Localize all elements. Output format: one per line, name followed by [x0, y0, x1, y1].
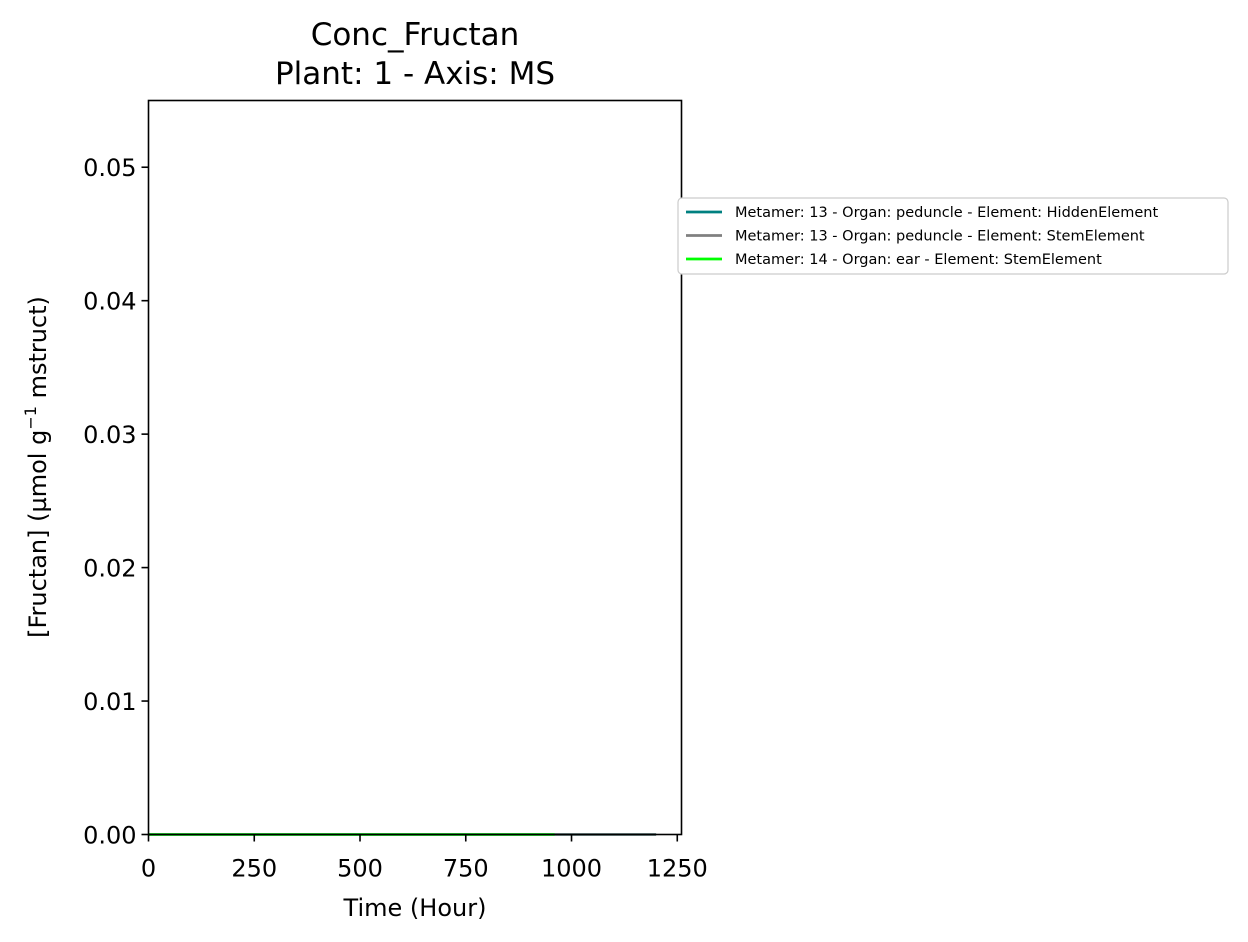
- x-tick-label: 0: [141, 855, 156, 883]
- chart-title: Conc_Fructan: [311, 17, 520, 53]
- legend-items: Metamer: 13 - Organ: peduncle - Element:…: [686, 205, 1158, 268]
- y-tick-label: 0.02: [83, 555, 136, 583]
- x-tick-label: 750: [443, 855, 489, 883]
- x-tick-label: 1000: [541, 855, 602, 883]
- chart-subtitle: Plant: 1 - Axis: MS: [275, 56, 555, 92]
- y-tick-label: 0.00: [83, 822, 136, 850]
- plot-frame: [147, 99, 683, 836]
- y-tick-label: 0.05: [83, 154, 136, 182]
- y-axis-label-main: [Fructan] (µmol g: [24, 430, 52, 638]
- y-tick-label: 0.03: [83, 421, 136, 449]
- legend: Metamer: 13 - Organ: peduncle - Element:…: [677, 197, 1229, 275]
- x-axis-ticks: 0 250 500 750 1000 1250: [141, 834, 708, 883]
- y-tick-label: 0.04: [83, 288, 136, 316]
- legend-box: [677, 197, 1229, 275]
- y-axis-label-suffix: mstruct): [24, 296, 52, 406]
- y-axis-label: [Fructan] (µmol g−1 mstruct): [21, 296, 52, 638]
- y-axis-label-superscript: −1: [21, 406, 40, 430]
- y-axis-ticks: 0.00 0.01 0.02 0.03 0.04 0.05: [83, 154, 149, 850]
- x-tick-label: 250: [231, 855, 277, 883]
- y-tick-label: 0.01: [83, 688, 136, 716]
- legend-label-2: Metamer: 13 - Organ: peduncle - Element:…: [735, 229, 1145, 245]
- x-axis-label: Time (Hour): [343, 894, 487, 922]
- legend-label-1: Metamer: 13 - Organ: peduncle - Element:…: [735, 205, 1158, 221]
- x-tick-label: 1250: [647, 855, 708, 883]
- x-tick-label: 500: [337, 855, 383, 883]
- legend-label-3: Metamer: 14 - Organ: ear - Element: Stem…: [735, 252, 1102, 268]
